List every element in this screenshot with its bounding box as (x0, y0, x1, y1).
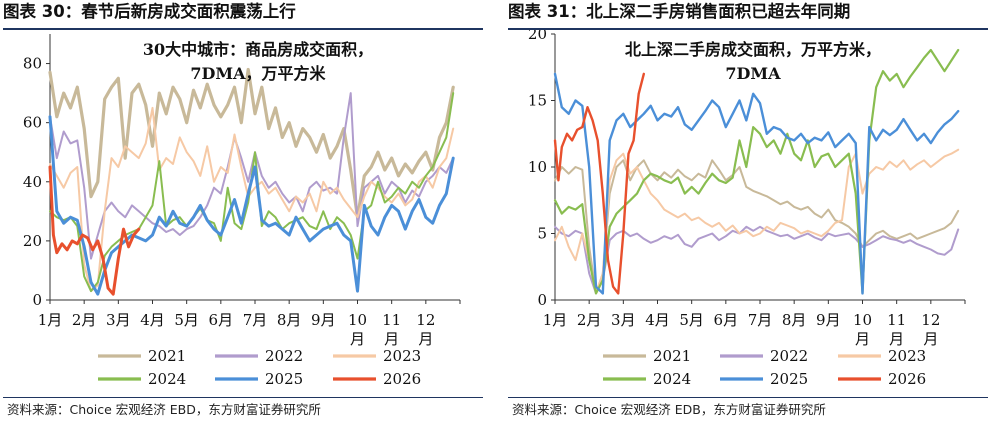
series-line-2025 (553, 72, 960, 295)
x-tick-label: 5月 (679, 311, 704, 329)
legend-label-2022: 2022 (770, 347, 808, 365)
y-tick-label: 40 (23, 173, 42, 191)
title-rule (3, 28, 483, 30)
figure-title: 图表 30：春节后新房成交面积震荡上行 (3, 2, 296, 21)
series-line-2024 (553, 48, 960, 295)
series-line-2021 (48, 67, 455, 219)
series-line-2026 (553, 72, 646, 295)
legend-label-2023: 2023 (383, 347, 421, 365)
x-tick-label: 10 月 (853, 311, 872, 348)
x-tick-label: 6月 (209, 311, 234, 329)
x-tick-label: 5月 (174, 311, 199, 329)
y-tick-label: 80 (23, 55, 42, 73)
legend-label-2024: 2024 (148, 370, 186, 388)
legend-label-2021: 2021 (148, 347, 186, 365)
x-tick-label: 9月 (311, 311, 336, 329)
y-tick-label: 15 (528, 92, 547, 110)
line-chart: 0 5 10 15 20 1月 2月 3月 4月 5月 6月 7月 8月 9月 10 月 11 月 12 月 北上深二手… (528, 30, 966, 388)
x-tick-label: 4月 (645, 311, 670, 329)
x-tick-label: 7月 (243, 311, 268, 329)
x-tick-label: 8月 (277, 311, 302, 329)
title-rule (508, 28, 988, 30)
x-tick-label: 2月 (72, 311, 97, 329)
legend-label-2021: 2021 (653, 347, 691, 365)
legend-label-2024: 2024 (653, 370, 691, 388)
chart-title: 30大中城市：商品房成交面积， (143, 40, 373, 59)
series-line-2025 (48, 115, 455, 296)
chart-title: 7DMA，万平方米 (190, 64, 326, 83)
source-note: 资料来源：Choice 宏观经济 EDB，东方财富证券研究所 (512, 402, 826, 417)
chart-title: 北上深二手房成交面积，万平方米， (625, 40, 881, 59)
y-tick-label: 20 (528, 30, 547, 43)
series-line-2022 (554, 225, 960, 295)
x-tick-label: 3月 (106, 311, 131, 329)
x-tick-label: 2月 (577, 311, 602, 329)
y-tick-label: 60 (23, 114, 42, 132)
x-tick-label: 6月 (714, 311, 739, 329)
x-tick-label: 4月 (140, 311, 165, 329)
x-tick-label: 12 月 (921, 311, 940, 348)
figure-title: 图表 31：北上深二手房销售面积已超去年同期 (508, 2, 851, 21)
x-tick-label: 9月 (816, 311, 841, 329)
legend-label-2022: 2022 (265, 347, 303, 365)
series-line-2023 (49, 106, 455, 293)
x-tick-label: 8月 (782, 311, 807, 329)
x-tick-label: 12 月 (416, 311, 435, 348)
y-tick-label: 5 (537, 225, 547, 243)
series-line-2023 (554, 148, 960, 295)
x-tick-label: 10 月 (348, 311, 367, 348)
source-rule (3, 397, 483, 398)
x-tick-label: 11 月 (382, 311, 401, 348)
legend-label-2026: 2026 (383, 370, 421, 388)
y-tick-label: 0 (32, 291, 42, 309)
source-note: 资料来源：Choice 宏观经济 EBD，东方财富证券研究所 (7, 402, 321, 417)
chart-title: 7DMA (725, 64, 781, 83)
y-tick-label: 0 (537, 291, 547, 309)
source-rule (508, 397, 988, 398)
legend-label-2023: 2023 (888, 347, 926, 365)
legend-label-2025: 2025 (265, 370, 303, 388)
legend-label-2026: 2026 (888, 370, 926, 388)
x-tick-label: 11 月 (887, 311, 906, 348)
y-tick-label: 20 (23, 232, 42, 250)
legend-label-2025: 2025 (770, 370, 808, 388)
figure-panel-left: 图表 30：春节后新房成交面积震荡上行 0 20 40 60 80 1月 2月 3月 4月 5月 6… (3, 0, 490, 423)
y-tick-label: 10 (528, 158, 547, 176)
x-tick-label: 1月 (543, 311, 568, 329)
line-chart: 0 20 40 60 80 1月 2月 3月 4月 5月 6月 7月 8月 9月 10 月 11 月 12 月 30大中… (23, 34, 461, 388)
series-line-2026 (48, 165, 141, 296)
series-line-2021 (554, 159, 960, 295)
figure-panel-right: 图表 31：北上深二手房销售面积已超去年同期 0 5 10 15 20 1月 2月 3月 4月 5… (508, 0, 995, 423)
x-tick-label: 3月 (611, 311, 636, 329)
x-tick-label: 7月 (748, 311, 773, 329)
x-tick-label: 1月 (38, 311, 63, 329)
series-line-2022 (49, 92, 455, 260)
